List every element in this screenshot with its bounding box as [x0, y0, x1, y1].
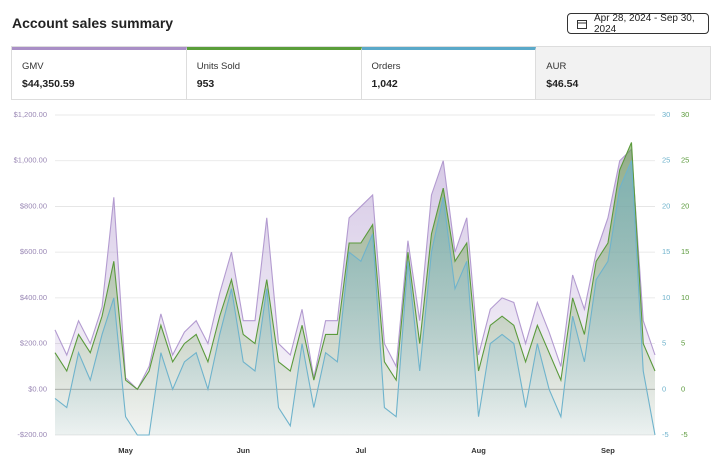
x-tick-label: May — [118, 446, 133, 455]
y3-tick-label: 5 — [662, 339, 666, 348]
date-range-text: Apr 28, 2024 - Sep 30, 2024 — [594, 12, 695, 35]
area-fill — [55, 160, 655, 435]
y2-tick-label: -5 — [681, 430, 688, 439]
metric-label: Units Sold — [196, 61, 241, 72]
metric-card[interactable]: GMV $44,350.59 — [12, 47, 187, 99]
y2-tick-label: 10 — [681, 293, 689, 302]
y-tick-label: -$200.00 — [17, 430, 47, 439]
x-tick-label: Jun — [237, 446, 251, 455]
metric-label: GMV — [22, 61, 44, 72]
y3-tick-label: 25 — [662, 156, 670, 165]
metric-label: AUR — [546, 61, 567, 72]
metric-value: 1,042 — [371, 78, 398, 90]
metric-value: $44,350.59 — [22, 78, 75, 90]
y3-tick-label: 15 — [662, 247, 670, 256]
y-tick-label: $0.00 — [28, 384, 47, 393]
metric-label: Orders — [371, 61, 401, 72]
metric-card[interactable]: AUR $46.54 — [536, 47, 710, 99]
series-line — [54, 160, 656, 436]
x-tick-label: Jul — [355, 446, 366, 455]
page-title: Account sales summary — [12, 15, 174, 31]
y2-tick-label: 30 — [681, 110, 689, 119]
y-tick-label: $200.00 — [20, 339, 47, 348]
y2-tick-label: 15 — [681, 247, 689, 256]
x-tick-label: Sep — [601, 446, 615, 455]
y2-tick-label: 20 — [681, 201, 689, 210]
metric-cards: GMV $44,350.59 Units Sold 953 Orders 1,042 AUR… — [11, 46, 711, 100]
metric-card[interactable]: Units Sold 953 — [186, 47, 362, 99]
y-tick-label: $400.00 — [20, 293, 47, 302]
metric-value: 953 — [196, 78, 215, 90]
y2-tick-label: 25 — [681, 156, 689, 165]
metric-card[interactable]: Orders 1,042 — [361, 47, 537, 99]
calendar-icon — [577, 20, 587, 29]
y-tick-label: $1,200.00 — [14, 110, 47, 119]
y3-tick-label: 0 — [662, 384, 666, 393]
metric-value: $46.54 — [546, 78, 579, 90]
y3-tick-label: 20 — [662, 201, 670, 210]
y2-tick-label: 5 — [681, 339, 685, 348]
y-tick-label: $600.00 — [20, 247, 47, 256]
x-tick-label: Aug — [471, 446, 486, 455]
series-line — [54, 148, 656, 391]
y3-tick-label: -5 — [662, 430, 669, 439]
y3-tick-label: 10 — [662, 293, 670, 302]
y-tick-label: $800.00 — [20, 201, 47, 210]
y2-tick-label: 0 — [681, 384, 685, 393]
y3-tick-label: 30 — [662, 110, 670, 119]
series-line — [54, 142, 656, 391]
y-tick-label: $1,000.00 — [14, 156, 47, 165]
date-range-button[interactable]: Apr 28, 2024 - Sep 30, 2024 — [567, 12, 709, 35]
